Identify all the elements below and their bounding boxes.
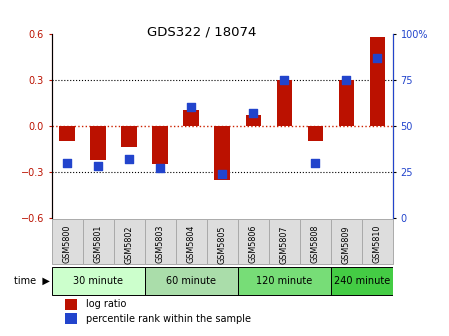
- FancyBboxPatch shape: [52, 267, 145, 295]
- Text: GSM5800: GSM5800: [63, 225, 72, 263]
- Text: 30 minute: 30 minute: [73, 276, 123, 286]
- Bar: [65, 313, 77, 325]
- Text: GSM5809: GSM5809: [342, 225, 351, 263]
- Point: [126, 156, 133, 162]
- FancyBboxPatch shape: [114, 219, 145, 264]
- Bar: [153, 126, 168, 164]
- Text: log ratio: log ratio: [86, 299, 126, 309]
- Bar: [215, 126, 230, 179]
- Point: [250, 110, 257, 116]
- Text: 240 minute: 240 minute: [334, 276, 390, 286]
- Text: time  ▶: time ▶: [14, 276, 50, 286]
- Point: [312, 160, 319, 165]
- FancyBboxPatch shape: [269, 219, 300, 264]
- Point: [95, 164, 102, 169]
- Text: GSM5805: GSM5805: [218, 225, 227, 263]
- FancyBboxPatch shape: [238, 219, 269, 264]
- FancyBboxPatch shape: [145, 267, 238, 295]
- Bar: [277, 80, 292, 126]
- Text: GSM5803: GSM5803: [156, 225, 165, 263]
- Bar: [184, 111, 199, 126]
- Bar: [90, 126, 106, 160]
- FancyBboxPatch shape: [331, 219, 362, 264]
- FancyBboxPatch shape: [238, 267, 331, 295]
- FancyBboxPatch shape: [176, 219, 207, 264]
- Bar: [308, 126, 323, 141]
- Bar: [339, 80, 354, 126]
- Bar: [370, 37, 385, 126]
- Text: percentile rank within the sample: percentile rank within the sample: [86, 314, 251, 324]
- Text: GSM5807: GSM5807: [280, 225, 289, 263]
- FancyBboxPatch shape: [362, 219, 393, 264]
- Text: GSM5804: GSM5804: [187, 225, 196, 263]
- Text: 120 minute: 120 minute: [256, 276, 313, 286]
- Bar: [65, 299, 77, 310]
- FancyBboxPatch shape: [300, 219, 331, 264]
- Point: [219, 171, 226, 176]
- Point: [343, 77, 350, 82]
- FancyBboxPatch shape: [331, 267, 393, 295]
- Text: GSM5806: GSM5806: [249, 225, 258, 263]
- Point: [374, 55, 381, 60]
- Bar: [246, 115, 261, 126]
- Text: GSM5801: GSM5801: [94, 225, 103, 263]
- FancyBboxPatch shape: [83, 219, 114, 264]
- FancyBboxPatch shape: [52, 219, 83, 264]
- Point: [281, 77, 288, 82]
- Bar: [59, 126, 75, 141]
- Point: [157, 166, 164, 171]
- FancyBboxPatch shape: [207, 219, 238, 264]
- Point: [64, 160, 71, 165]
- Text: GDS322 / 18074: GDS322 / 18074: [147, 25, 257, 38]
- Bar: [121, 126, 137, 147]
- Text: GSM5808: GSM5808: [311, 225, 320, 263]
- Point: [188, 104, 195, 110]
- Text: GSM5802: GSM5802: [125, 225, 134, 263]
- Text: 60 minute: 60 minute: [166, 276, 216, 286]
- FancyBboxPatch shape: [145, 219, 176, 264]
- Text: GSM5810: GSM5810: [373, 225, 382, 263]
